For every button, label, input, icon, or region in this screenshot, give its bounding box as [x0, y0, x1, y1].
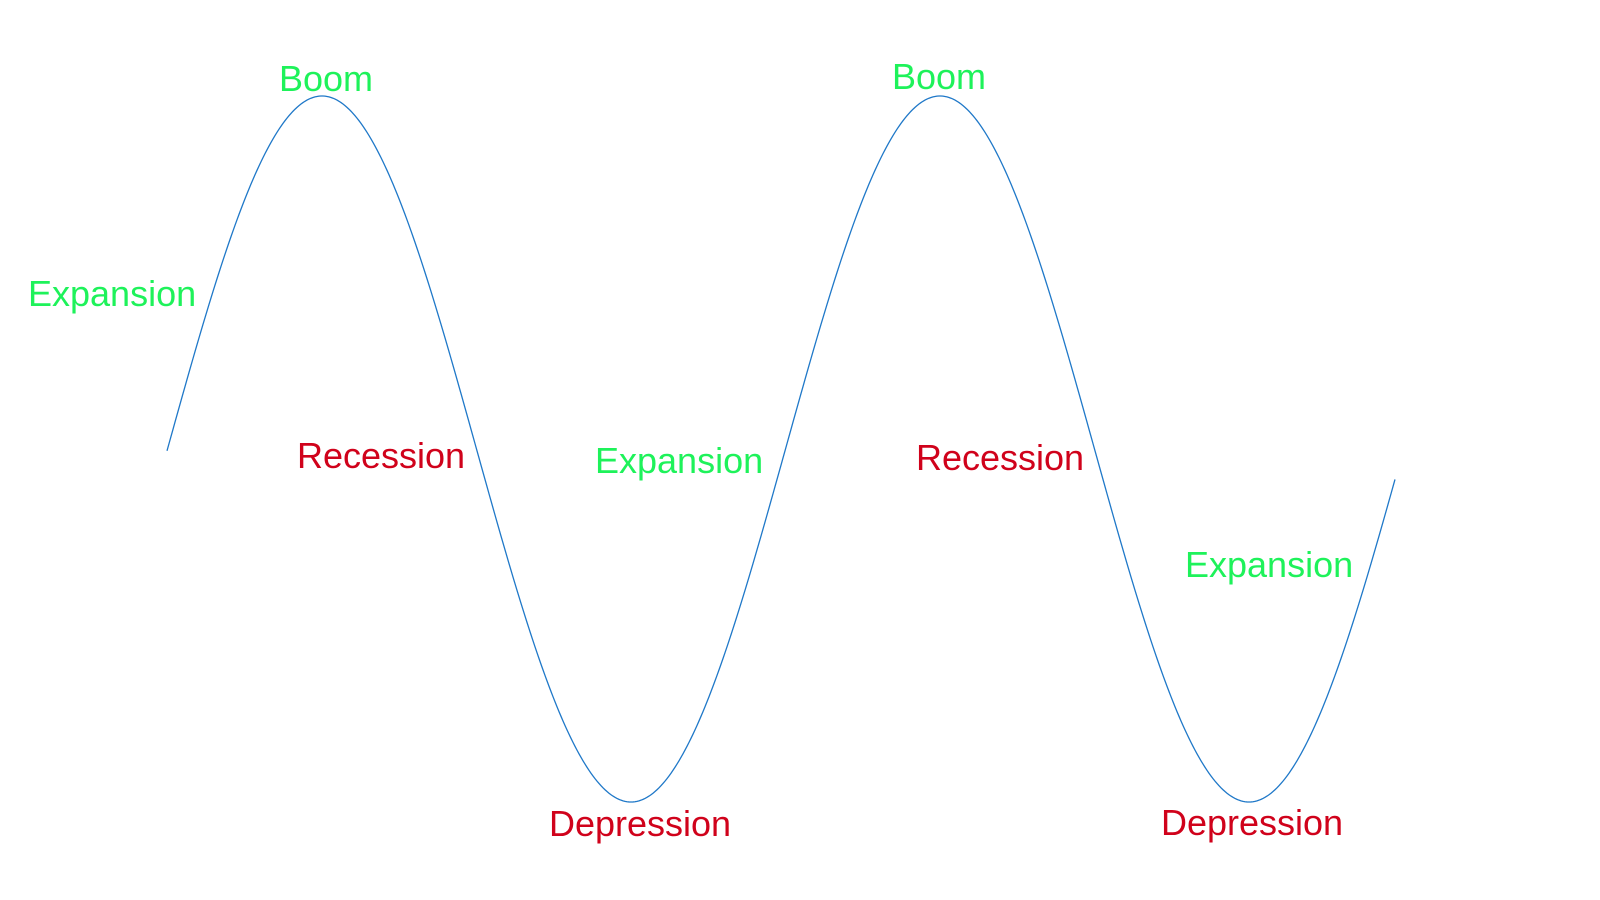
business-cycle-curve — [166, 95, 1396, 803]
recession-label-2: Recession — [916, 437, 1084, 478]
depression-label-2: Depression — [1161, 802, 1343, 843]
expansion-label-2: Expansion — [595, 440, 763, 481]
recession-label-1: Recession — [297, 435, 465, 476]
boom-label-1: Boom — [279, 58, 373, 99]
expansion-label-3: Expansion — [1185, 544, 1353, 585]
boom-label-2: Boom — [892, 56, 986, 97]
depression-label-1: Depression — [549, 803, 731, 844]
expansion-label-1: Expansion — [28, 273, 196, 314]
